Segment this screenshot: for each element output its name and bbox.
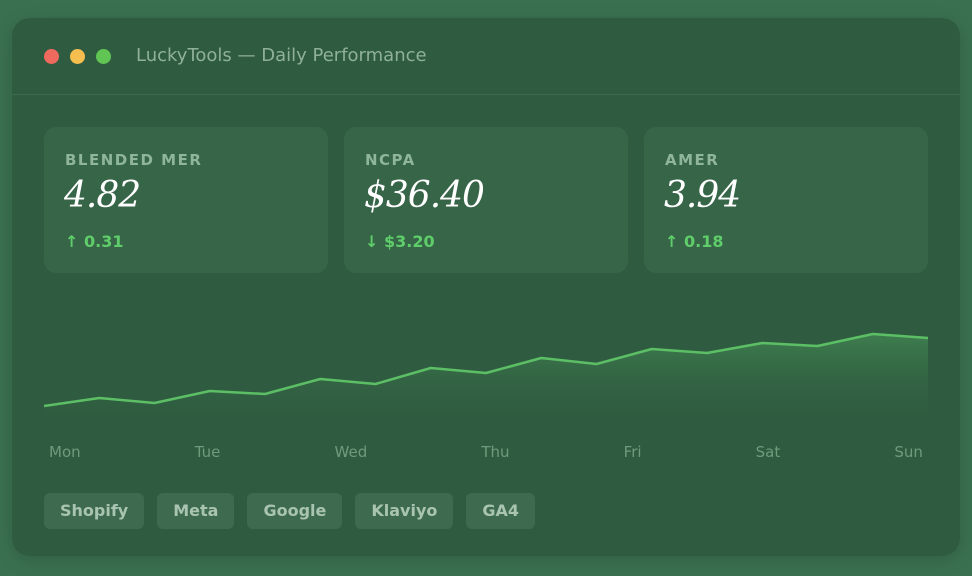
- source-tag[interactable]: Google: [247, 493, 343, 529]
- title-bar: LuckyTools — Daily Performance: [12, 18, 960, 95]
- metric-card: NCPA $36.40 ↓ $3.20: [344, 127, 628, 273]
- minimize-button[interactable]: [70, 49, 85, 64]
- x-label: Thu: [481, 443, 510, 461]
- metric-value: 3.94: [664, 175, 741, 216]
- tag-row: Shopify Meta Google Klaviyo GA4: [44, 493, 536, 529]
- metric-delta: ↓ $3.20: [365, 232, 435, 251]
- window-title: LuckyTools — Daily Performance: [136, 45, 427, 66]
- source-tag[interactable]: Meta: [157, 493, 235, 529]
- metric-label: AMER: [665, 151, 720, 169]
- x-label: Tue: [194, 443, 221, 461]
- metric-card: AMER 3.94 ↑ 0.18: [644, 127, 928, 273]
- line: [44, 332, 928, 408]
- x-labels: Mon Tue Wed Thu Fri Sat Sun: [49, 443, 923, 461]
- x-label: Mon: [49, 443, 81, 461]
- metric-delta: ↑ 0.18: [665, 232, 724, 251]
- metric-label: BLENDED MER: [65, 151, 203, 169]
- source-tag[interactable]: GA4: [466, 493, 536, 529]
- chart: [44, 332, 928, 425]
- close-button[interactable]: [44, 49, 59, 64]
- source-tag[interactable]: Klaviyo: [355, 493, 454, 529]
- x-label: Sun: [894, 443, 923, 461]
- window: LuckyTools — Daily Performance BLENDED M…: [12, 18, 960, 556]
- metric-card: BLENDED MER 4.82 ↑ 0.31: [44, 127, 328, 273]
- metric-value: 4.82: [64, 175, 141, 216]
- x-label: Wed: [334, 443, 368, 461]
- x-label: Fri: [623, 443, 642, 461]
- source-tag[interactable]: Shopify: [44, 493, 145, 529]
- area: [44, 334, 928, 425]
- x-label: Sat: [755, 443, 781, 461]
- maximize-button[interactable]: [96, 49, 111, 64]
- metric-delta: ↑ 0.31: [65, 232, 124, 251]
- metric-label: NCPA: [365, 151, 416, 169]
- metric-value: $36.40: [364, 175, 485, 216]
